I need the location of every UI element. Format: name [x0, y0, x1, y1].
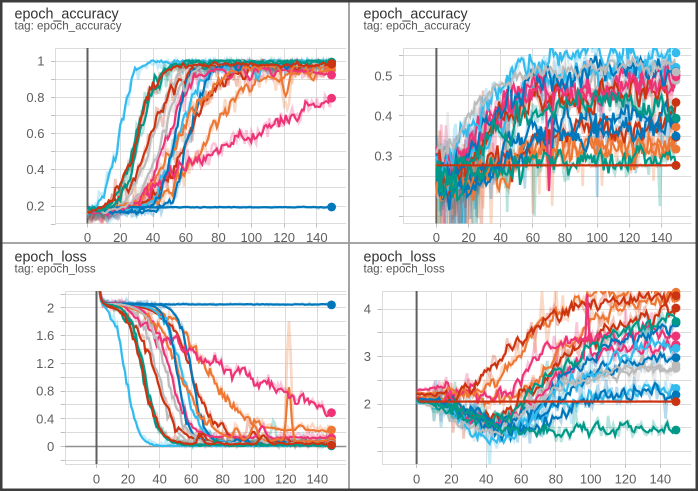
- svg-text:tag: epoch_accuracy: tag: epoch_accuracy: [364, 19, 471, 32]
- svg-text:40: 40: [479, 472, 493, 487]
- svg-text:0.5: 0.5: [374, 68, 392, 83]
- svg-text:1.6: 1.6: [36, 328, 54, 343]
- svg-text:20: 20: [113, 230, 127, 245]
- svg-text:tag: epoch_loss: tag: epoch_loss: [15, 262, 96, 275]
- svg-text:60: 60: [184, 472, 198, 487]
- svg-text:epoch_loss: epoch_loss: [364, 250, 436, 266]
- svg-text:80: 80: [549, 472, 563, 487]
- svg-text:0.4: 0.4: [36, 411, 54, 426]
- svg-text:120: 120: [273, 230, 295, 245]
- svg-text:0.3: 0.3: [374, 149, 392, 164]
- svg-text:4: 4: [364, 302, 371, 317]
- svg-text:80: 80: [215, 472, 229, 487]
- svg-text:0: 0: [433, 230, 440, 245]
- svg-text:40: 40: [152, 472, 166, 487]
- svg-text:20: 20: [444, 472, 458, 487]
- svg-text:epoch_accuracy: epoch_accuracy: [15, 7, 120, 23]
- svg-text:0.4: 0.4: [374, 109, 392, 124]
- svg-text:120: 120: [275, 472, 297, 487]
- svg-text:0: 0: [413, 472, 420, 487]
- svg-text:tag: epoch_loss: tag: epoch_loss: [364, 262, 445, 275]
- svg-text:0: 0: [84, 230, 91, 245]
- svg-text:0: 0: [93, 472, 100, 487]
- svg-text:0: 0: [47, 439, 54, 454]
- svg-text:1.2: 1.2: [36, 356, 54, 371]
- svg-text:140: 140: [651, 230, 673, 245]
- svg-text:140: 140: [306, 230, 328, 245]
- svg-text:0.2: 0.2: [26, 199, 44, 214]
- svg-text:epoch_accuracy: epoch_accuracy: [364, 7, 469, 23]
- svg-text:40: 40: [146, 230, 160, 245]
- svg-text:20: 20: [121, 472, 135, 487]
- svg-text:epoch_loss: epoch_loss: [15, 250, 87, 266]
- svg-text:0.8: 0.8: [36, 384, 54, 399]
- svg-text:2: 2: [47, 300, 54, 315]
- svg-text:80: 80: [558, 230, 572, 245]
- svg-text:0.6: 0.6: [26, 126, 44, 141]
- svg-text:100: 100: [580, 472, 602, 487]
- svg-text:60: 60: [526, 230, 540, 245]
- svg-text:80: 80: [211, 230, 225, 245]
- svg-text:0.4: 0.4: [26, 162, 44, 177]
- svg-text:60: 60: [514, 472, 528, 487]
- svg-text:40: 40: [493, 230, 507, 245]
- svg-text:3: 3: [364, 349, 371, 364]
- svg-text:0.8: 0.8: [26, 90, 44, 105]
- svg-text:120: 120: [619, 230, 641, 245]
- svg-text:100: 100: [240, 230, 262, 245]
- svg-text:tag: epoch_accuracy: tag: epoch_accuracy: [15, 19, 122, 32]
- svg-text:60: 60: [179, 230, 193, 245]
- svg-text:120: 120: [615, 472, 637, 487]
- svg-text:100: 100: [586, 230, 608, 245]
- svg-text:100: 100: [243, 472, 265, 487]
- svg-text:20: 20: [461, 230, 475, 245]
- svg-text:1: 1: [37, 54, 44, 69]
- svg-text:2: 2: [364, 397, 371, 412]
- svg-text:140: 140: [649, 472, 671, 487]
- svg-text:140: 140: [306, 472, 328, 487]
